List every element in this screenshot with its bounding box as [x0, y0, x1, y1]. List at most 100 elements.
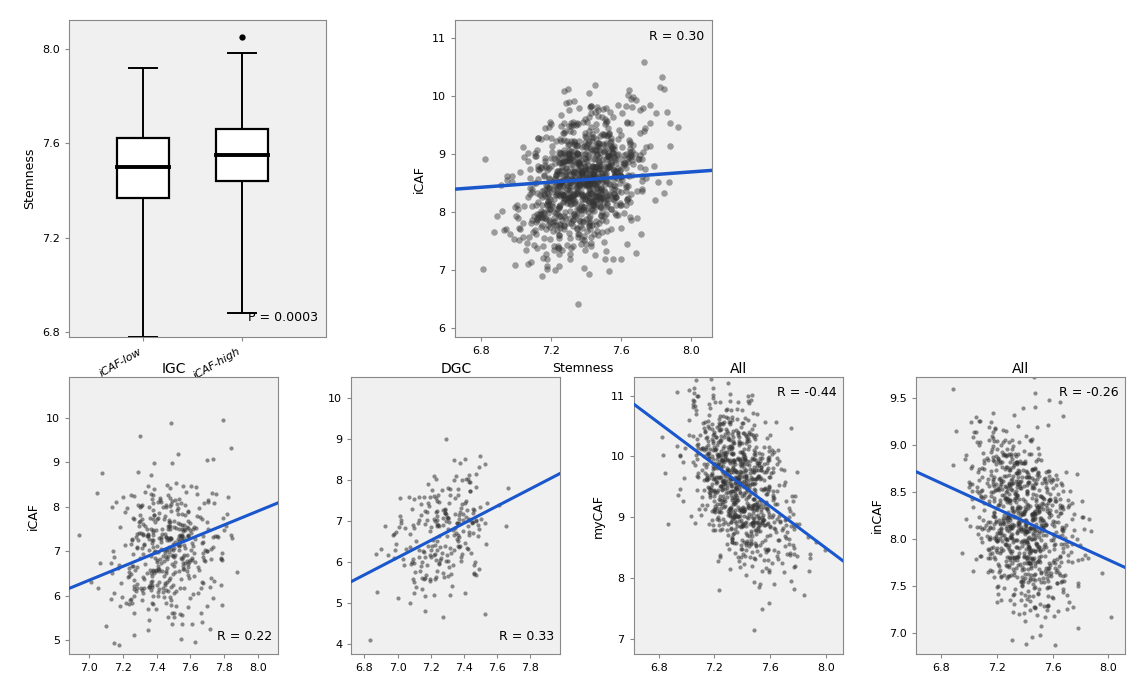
Point [1024, 545, 1042, 555]
Point [1001, 515, 1019, 526]
Point [561, 198, 580, 209]
Point [589, 230, 607, 241]
Point [579, 180, 597, 191]
Point [1052, 576, 1070, 587]
Point [590, 142, 608, 152]
Point [178, 522, 196, 532]
Point [585, 164, 604, 175]
Point [992, 570, 1010, 581]
Point [746, 499, 765, 510]
Point [698, 458, 716, 469]
Point [139, 529, 157, 540]
Point [574, 204, 592, 214]
Point [721, 396, 739, 406]
Point [119, 563, 138, 574]
Point [1030, 541, 1048, 552]
Point [179, 602, 197, 613]
Point [1019, 532, 1038, 543]
Point [731, 469, 750, 480]
Point [465, 505, 483, 516]
Point [742, 534, 760, 545]
Point [699, 518, 718, 529]
Point [560, 148, 579, 159]
Point [1030, 501, 1048, 512]
Point [156, 547, 174, 558]
Point [598, 162, 616, 173]
Point [579, 137, 597, 148]
Point [1030, 505, 1048, 516]
Point [575, 128, 594, 139]
Point [978, 473, 996, 484]
Point [1058, 590, 1077, 601]
Point [747, 464, 766, 475]
Point [701, 488, 720, 499]
Point [406, 582, 425, 592]
Point [990, 567, 1008, 578]
Point [1072, 553, 1091, 564]
Point [755, 514, 774, 525]
Point [591, 202, 610, 212]
Point [732, 502, 751, 513]
Point [459, 514, 478, 525]
Point [728, 520, 746, 531]
Point [731, 521, 750, 532]
Point [93, 468, 111, 479]
Point [735, 471, 753, 482]
Point [161, 500, 179, 511]
Point [133, 530, 152, 541]
Point [148, 556, 166, 567]
Point [722, 523, 740, 534]
Point [961, 462, 979, 473]
Point [685, 459, 704, 470]
Point [1038, 542, 1056, 553]
Point [1033, 519, 1052, 530]
Point [133, 543, 152, 554]
Point [551, 219, 569, 230]
Point [171, 529, 189, 540]
Point [188, 511, 207, 522]
Point [202, 544, 220, 555]
Point [612, 222, 630, 233]
Point [700, 453, 719, 464]
Point [623, 159, 642, 170]
Point [993, 462, 1011, 472]
Point [476, 154, 495, 164]
Point [153, 565, 171, 576]
Point [751, 473, 769, 484]
Point [778, 549, 797, 559]
Point [162, 600, 180, 611]
Point [612, 171, 630, 181]
Point [569, 228, 588, 239]
Point [707, 477, 726, 488]
Point [728, 483, 746, 494]
Point [599, 123, 618, 133]
Point [367, 549, 386, 559]
Point [1025, 603, 1044, 613]
Point [738, 538, 757, 549]
Point [1018, 526, 1037, 537]
Point [613, 142, 631, 152]
Point [714, 448, 732, 458]
Point [123, 534, 141, 545]
Point [1034, 514, 1053, 525]
Point [627, 247, 645, 258]
Point [1010, 518, 1029, 528]
Point [713, 485, 731, 495]
Point [980, 499, 999, 510]
Point [738, 458, 757, 469]
Point [165, 566, 184, 577]
Point [744, 500, 762, 511]
Point [1058, 604, 1077, 615]
Point [698, 473, 716, 484]
Y-axis label: Stemness: Stemness [23, 148, 37, 210]
Point [445, 508, 464, 519]
Point [987, 503, 1006, 514]
Point [211, 579, 230, 590]
Point [571, 165, 589, 176]
Point [1025, 371, 1044, 382]
Point [552, 148, 571, 158]
Point [1033, 522, 1052, 533]
Point [144, 490, 162, 501]
Point [421, 526, 440, 537]
Point [998, 524, 1016, 535]
